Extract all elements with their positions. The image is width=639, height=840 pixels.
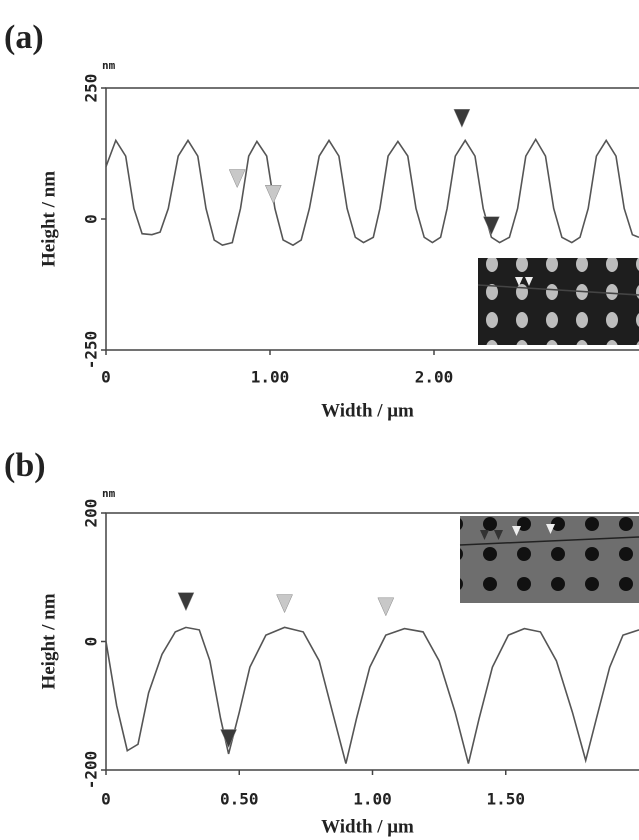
cursor-marker [454, 109, 470, 127]
cursor-marker [178, 593, 194, 611]
unit-label: nm [102, 59, 116, 72]
cursor-marker [229, 170, 245, 188]
figure: (a)nmHeight / nmWidth / μm-250025001.002… [0, 0, 639, 840]
x-tick-label: 1.00 [251, 368, 290, 387]
panel-title: (b) [4, 447, 46, 484]
x-tick-label: 1.50 [486, 790, 525, 809]
y-axis-label: Height / nm [38, 171, 59, 267]
y-tick-label: 0 [82, 637, 101, 647]
x-tick-label: 0 [101, 790, 111, 809]
inset-b [460, 516, 639, 603]
x-axis-label: Width / μm [321, 400, 414, 421]
y-tick-label: -200 [82, 751, 101, 790]
x-tick-label: 0 [101, 368, 111, 387]
unit-label: nm [102, 487, 116, 500]
cursor-marker [265, 185, 281, 203]
y-tick-label: 0 [82, 214, 101, 224]
inset-a [478, 258, 639, 345]
y-tick-label: -250 [82, 331, 101, 370]
y-tick-label: 250 [82, 74, 101, 103]
y-axis-label: Height / nm [38, 593, 59, 689]
panel-title: (a) [4, 19, 44, 56]
profile-line [106, 627, 639, 763]
cursor-marker [378, 598, 394, 616]
x-tick-label: 0.50 [220, 790, 259, 809]
cursor-marker [277, 595, 293, 613]
x-axis-label: Width / μm [321, 816, 414, 837]
x-tick-label: 1.00 [353, 790, 392, 809]
cursor-marker [221, 730, 237, 748]
cursor-marker [483, 217, 499, 235]
x-tick-label: 2.00 [415, 368, 454, 387]
y-tick-label: 200 [82, 499, 101, 528]
profile-line [106, 139, 639, 245]
